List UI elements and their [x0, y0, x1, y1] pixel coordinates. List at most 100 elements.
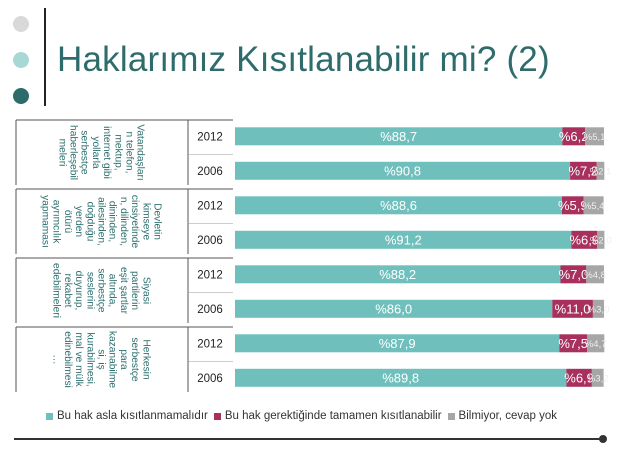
bar-segment-fully: [570, 161, 597, 180]
bar-segment-fully: [552, 299, 593, 318]
category-label-line: altında,: [107, 274, 118, 307]
bar-segment-fully: [559, 334, 588, 353]
bar-label-unknown: %2,0: [590, 235, 612, 246]
category-label-line: kimseye: [140, 203, 151, 241]
decor-dot-gray: [13, 16, 29, 32]
category-label-line: eşit şartlar: [118, 267, 129, 315]
bar-label-never: %91,2: [385, 232, 422, 247]
bar-label-never: %87,9: [379, 336, 416, 351]
legend-swatch-fully: [213, 412, 221, 420]
category-label-line: yerden: [73, 206, 84, 237]
legend-item-unknown: Bilmiyor, cevap yok: [447, 410, 557, 422]
bar-label-never: %89,8: [382, 370, 419, 385]
bar-segment-never: [235, 368, 567, 387]
category-label-line: partilerin: [129, 271, 140, 310]
legend-item-fully: Bu hak gerektiğinde tamamen kısıtlanabil…: [213, 410, 442, 422]
category-label-line: haberleşebil: [68, 125, 79, 180]
bar-label-never: %90,8: [384, 163, 421, 178]
decor-dot-light-teal: [13, 52, 29, 68]
bar-segment-fully: [566, 368, 592, 387]
year-label: 2006: [197, 166, 223, 178]
bar-label-unknown: %3,0: [588, 304, 610, 315]
bar-label-never: %88,7: [380, 129, 417, 144]
bar-label-fully: %5,9: [558, 198, 588, 213]
bar-label-unknown: %3,2: [587, 373, 609, 384]
category-label-line: Siyasi: [140, 277, 151, 304]
bar-segment-fully: [560, 265, 587, 284]
category-label-line: kazanabilme: [107, 331, 118, 389]
legend-label-never: Bu hak asla kısıtlanmamalıdır: [57, 410, 208, 422]
footer-line: [14, 438, 602, 440]
bar-label-fully: %7,5: [558, 336, 588, 351]
bar-label-fully: %7,2: [568, 163, 598, 178]
legend-label-unknown: Bilmiyor, cevap yok: [458, 410, 557, 422]
bar-label-fully: %6,9: [564, 370, 594, 385]
decor-dot-dark-teal: [13, 88, 29, 104]
legend-swatch-never: [46, 412, 53, 420]
bar-label-unknown: %4,8: [584, 270, 606, 281]
category-label-1: Vatandaşların telefon,mektup,internet gi…: [56, 124, 145, 180]
bar-segment-never: [235, 196, 562, 215]
category-label-line: serbestçe: [79, 130, 90, 175]
bar-segment-unknown: [583, 196, 604, 215]
bar-segment-unknown: [587, 334, 605, 353]
year-label: 2006: [197, 235, 223, 247]
category-label-line: meleri: [56, 139, 67, 167]
bar-segment-fully: [562, 127, 586, 146]
year-label: 2006: [197, 373, 223, 385]
bar-label-unknown: %4,7: [585, 339, 607, 350]
category-label-line: mal ve mülk: [73, 332, 84, 387]
bar-label-never: %88,6: [380, 198, 417, 213]
bar-segment-never: [235, 127, 563, 146]
bar-segment-never: [235, 161, 571, 180]
page-title: Haklarımız Kısıtlanabilir mi? (2): [57, 40, 550, 79]
bar-label-unknown: %5,4: [583, 201, 605, 212]
category-label-line: serbestçe: [96, 268, 107, 313]
category-label-line: ötürü: [62, 210, 73, 234]
bar-segment-never: [235, 230, 572, 249]
bar-segment-fully: [561, 196, 584, 215]
category-label-line: serbestçe: [129, 337, 140, 382]
category-label-line: ailesinden,: [96, 197, 107, 246]
year-label: 2012: [197, 131, 223, 143]
category-label-line: yollarla: [90, 136, 101, 169]
category-label-line: …: [51, 354, 62, 364]
category-label-line: n telefon,: [124, 132, 135, 174]
year-label: 2012: [197, 338, 223, 350]
category-label-line: cinsiyetinde: [129, 195, 140, 249]
year-label: 2012: [197, 269, 223, 281]
category-label-line: Vatandaşları: [135, 124, 146, 180]
bar-segment-unknown: [597, 230, 605, 249]
bar-segment-unknown: [586, 265, 604, 284]
bar-label-fully: %6,2: [559, 129, 589, 144]
legend-item-never: Bu hak asla kısıtlanmamalıdır: [46, 410, 208, 422]
bar-segment-fully: [571, 230, 597, 249]
category-label-4: Herkesinserbestçeparakazanabilmesi, işku…: [51, 331, 152, 389]
category-label-line: n, dilinden,: [118, 197, 129, 246]
category-label-line: dininden,: [107, 201, 118, 242]
bar-segment-unknown: [592, 299, 604, 318]
bar-segment-never: [235, 299, 553, 318]
bar-segment-never: [235, 334, 560, 353]
bar-segment-unknown: [591, 368, 604, 387]
category-label-line: edebilmeleri: [51, 263, 62, 318]
year-label: 2012: [197, 200, 223, 212]
category-label-3: Siyasipartilerineşit şartlaraltında,serb…: [51, 263, 152, 318]
bar-label-fully: %7,0: [559, 267, 589, 282]
category-label-line: kurabilmesi,: [84, 332, 95, 386]
bar-segment-never: [235, 265, 561, 284]
bar-segment-unknown: [585, 127, 604, 146]
category-label-line: internet gibi: [101, 126, 112, 179]
bar-label-fully: %6,9: [569, 232, 599, 247]
bar-label-unknown: %2,1: [590, 166, 612, 177]
category-label-line: ayrımcılık: [51, 200, 62, 244]
category-label-line: duyurup,: [73, 271, 84, 311]
category-label-line: Devletin: [152, 203, 163, 240]
bar-label-never: %86,0: [375, 301, 412, 316]
category-label-line: mektup,: [112, 134, 123, 170]
category-label-line: edinebilmesi: [62, 331, 73, 388]
category-label-line: rekabet: [62, 274, 73, 308]
category-label-line: yapmaması: [40, 195, 51, 248]
category-label-line: si, iş: [96, 349, 107, 369]
